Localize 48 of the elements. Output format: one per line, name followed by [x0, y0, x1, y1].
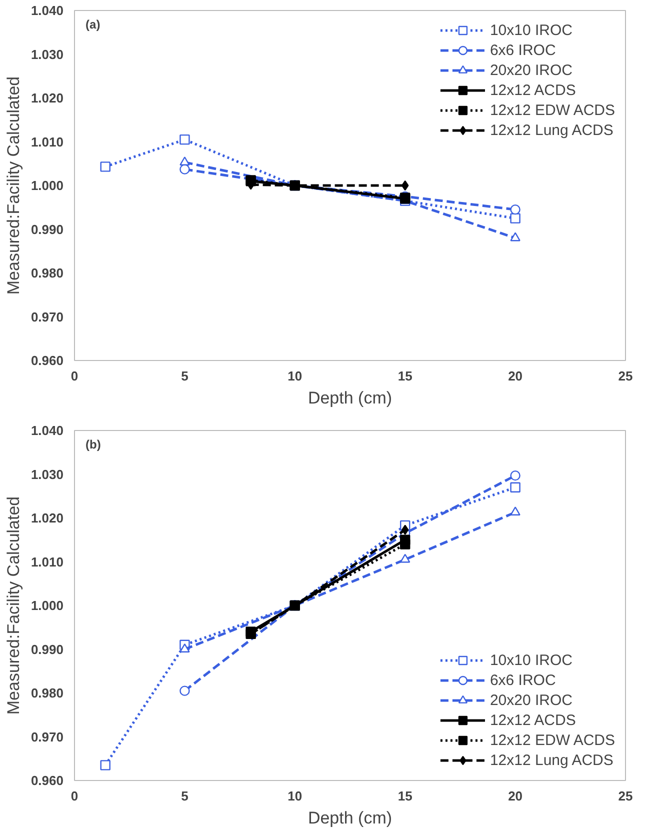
- annotation: (b): [86, 438, 101, 452]
- y-tick-label: 1.010: [30, 134, 64, 150]
- y-tick-label: 0.970: [30, 309, 64, 324]
- x-tick-label: 10: [288, 788, 302, 804]
- legend-label: 6x6 IROC: [490, 672, 556, 688]
- y-tick-label: 0.960: [30, 773, 64, 788]
- x-tick-label: 20: [508, 368, 523, 384]
- legend-label: 12x12 EDW ACDS: [490, 732, 615, 748]
- y-axis-title: Measured:Facility Calculated: [4, 496, 23, 715]
- legend-label: 6x6 IROC: [490, 42, 556, 58]
- annotation: (a): [86, 18, 100, 32]
- legend-label: 12x12 EDW ACDS: [490, 102, 615, 118]
- legend-label: 12x12 ACDS: [490, 82, 576, 98]
- legend-label: 12x12 Lung ACDS: [490, 122, 614, 138]
- legend-label: 20x20 IROC: [490, 62, 572, 78]
- y-tick-label: 0.960: [30, 353, 64, 368]
- x-tick-label: 5: [181, 368, 188, 384]
- y-tick-label: 1.000: [30, 178, 64, 193]
- y-tick-label: 0.990: [30, 642, 64, 657]
- x-tick-label: 5: [181, 788, 188, 804]
- y-tick-label: 1.010: [30, 554, 64, 570]
- x-tick-label: 25: [618, 788, 633, 804]
- legend-label: 10x10 IROC: [490, 22, 572, 38]
- x-axis-title: Depth (cm): [308, 808, 392, 828]
- y-tick-label: 1.030: [30, 466, 64, 482]
- x-tick-label: 10: [288, 368, 302, 384]
- x-tick-label: 15: [398, 368, 412, 384]
- y-axis-title: Measured:Facility Calculated: [4, 76, 23, 295]
- y-tick-label: 1.030: [30, 46, 64, 62]
- y-tick-label: 1.020: [30, 510, 64, 526]
- y-tick-label: 1.000: [30, 598, 64, 613]
- legend-label: 12x12 ACDS: [490, 712, 576, 728]
- y-tick-label: 0.980: [30, 686, 64, 700]
- x-tick-label: 0: [70, 788, 78, 804]
- x-axis-title: Depth (cm): [308, 388, 392, 408]
- y-tick-label: 0.990: [30, 222, 64, 237]
- y-tick-label: 1.040: [30, 423, 64, 438]
- legend-label: 10x10 IROC: [490, 652, 572, 668]
- y-tick-label: 1.040: [30, 3, 64, 18]
- y-tick-label: 1.020: [30, 90, 64, 106]
- y-tick-label: 0.980: [30, 266, 64, 280]
- x-tick-label: 20: [508, 788, 523, 804]
- legend-label: 20x20 IROC: [490, 692, 572, 708]
- x-tick-label: 25: [618, 368, 633, 384]
- x-tick-label: 15: [398, 788, 412, 804]
- x-tick-label: 0: [70, 368, 78, 384]
- y-tick-label: 0.970: [30, 729, 64, 744]
- legend-label: 12x12 Lung ACDS: [490, 752, 614, 768]
